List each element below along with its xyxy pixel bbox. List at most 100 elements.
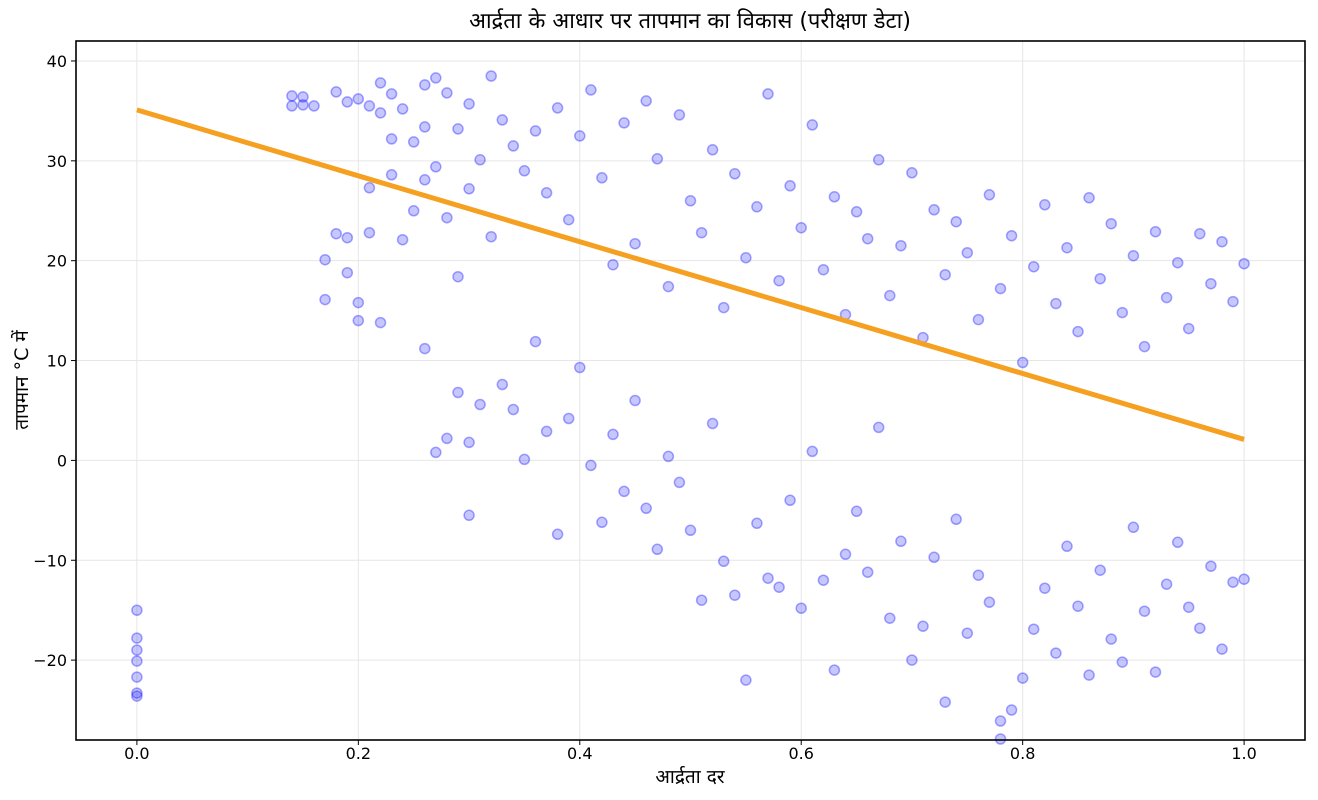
data-point bbox=[352, 314, 365, 327]
data-point bbox=[529, 125, 542, 137]
data-point bbox=[1238, 257, 1250, 270]
data-point bbox=[828, 664, 841, 676]
data-point bbox=[374, 316, 387, 329]
data-point bbox=[419, 342, 431, 355]
data-point bbox=[363, 100, 376, 112]
data-point bbox=[419, 121, 431, 133]
data-point bbox=[396, 103, 409, 115]
data-point bbox=[407, 205, 420, 217]
data-point bbox=[839, 548, 852, 561]
x-tick-label: 0.2 bbox=[346, 744, 371, 763]
data-point bbox=[452, 270, 464, 283]
data-point bbox=[773, 274, 785, 287]
data-point bbox=[452, 123, 464, 135]
data-point bbox=[994, 282, 1007, 295]
data-point bbox=[784, 494, 796, 507]
data-point bbox=[585, 459, 597, 472]
data-point bbox=[740, 251, 752, 264]
data-point bbox=[673, 109, 686, 121]
data-point bbox=[1149, 666, 1162, 678]
x-axis-ticks: 0.0 0.2 0.4 0.6 0.8 1.0 bbox=[124, 740, 1257, 763]
data-point bbox=[131, 687, 143, 699]
data-point bbox=[374, 107, 387, 119]
data-point bbox=[1160, 578, 1173, 590]
data-point bbox=[341, 231, 354, 244]
data-point bbox=[928, 204, 940, 216]
data-point bbox=[950, 215, 962, 228]
data-point bbox=[1027, 623, 1040, 635]
data-point bbox=[551, 102, 564, 114]
data-point bbox=[396, 233, 409, 246]
x-tick-label: 0.8 bbox=[1010, 744, 1035, 763]
data-points bbox=[131, 70, 1250, 745]
data-point bbox=[751, 201, 763, 213]
data-point bbox=[1171, 536, 1184, 549]
data-point bbox=[463, 509, 475, 522]
data-point bbox=[906, 167, 918, 179]
data-point bbox=[1227, 576, 1239, 588]
x-tick-label: 0.4 bbox=[567, 744, 592, 763]
data-point bbox=[596, 516, 608, 529]
data-point bbox=[419, 79, 431, 91]
data-point bbox=[928, 551, 940, 564]
data-point bbox=[463, 183, 475, 195]
data-point bbox=[540, 187, 553, 199]
data-point bbox=[629, 394, 641, 407]
y-tick-label: 0 bbox=[57, 451, 67, 470]
data-point bbox=[729, 589, 741, 601]
data-point bbox=[673, 476, 686, 489]
data-point bbox=[441, 87, 453, 99]
data-point bbox=[341, 96, 354, 108]
data-point bbox=[352, 93, 365, 105]
data-point bbox=[374, 77, 387, 89]
data-point bbox=[319, 253, 331, 266]
data-point bbox=[784, 180, 796, 192]
data-point bbox=[850, 505, 863, 518]
data-point bbox=[1083, 669, 1095, 681]
data-point bbox=[1205, 560, 1217, 572]
data-point bbox=[1105, 633, 1117, 645]
data-point bbox=[341, 266, 354, 279]
data-point bbox=[895, 239, 907, 252]
data-point bbox=[806, 445, 819, 458]
data-point bbox=[618, 117, 630, 129]
data-point bbox=[1205, 277, 1217, 290]
data-point bbox=[363, 226, 376, 239]
data-point bbox=[131, 644, 143, 656]
data-point bbox=[872, 154, 885, 166]
data-point bbox=[131, 690, 143, 702]
data-point bbox=[463, 436, 475, 449]
data-point bbox=[651, 543, 664, 556]
data-point bbox=[662, 280, 675, 293]
data-point bbox=[607, 258, 619, 271]
data-point bbox=[1094, 564, 1106, 576]
data-point bbox=[1171, 256, 1184, 269]
data-point bbox=[1116, 656, 1129, 668]
data-point bbox=[1227, 295, 1239, 308]
data-point bbox=[297, 99, 309, 111]
data-point bbox=[906, 654, 918, 666]
data-point bbox=[596, 172, 608, 184]
data-point bbox=[1050, 647, 1062, 659]
data-point bbox=[297, 91, 309, 103]
data-point bbox=[828, 191, 841, 203]
data-point bbox=[1216, 235, 1228, 248]
data-point bbox=[695, 594, 708, 606]
y-tick-label: 40 bbox=[47, 52, 67, 71]
data-point bbox=[1016, 672, 1029, 684]
data-point bbox=[585, 84, 597, 96]
data-point bbox=[1138, 605, 1151, 617]
data-point bbox=[762, 88, 774, 100]
data-point bbox=[385, 88, 398, 100]
data-point bbox=[574, 130, 586, 142]
data-point bbox=[131, 604, 143, 616]
data-point bbox=[850, 206, 863, 218]
data-point bbox=[1149, 225, 1162, 238]
data-point bbox=[574, 361, 586, 374]
data-point bbox=[662, 450, 675, 463]
data-point bbox=[773, 581, 785, 593]
plot-frame bbox=[75, 40, 1306, 741]
data-point bbox=[1116, 306, 1129, 319]
x-tick-label: 0.6 bbox=[788, 744, 813, 763]
data-point bbox=[1005, 704, 1018, 716]
